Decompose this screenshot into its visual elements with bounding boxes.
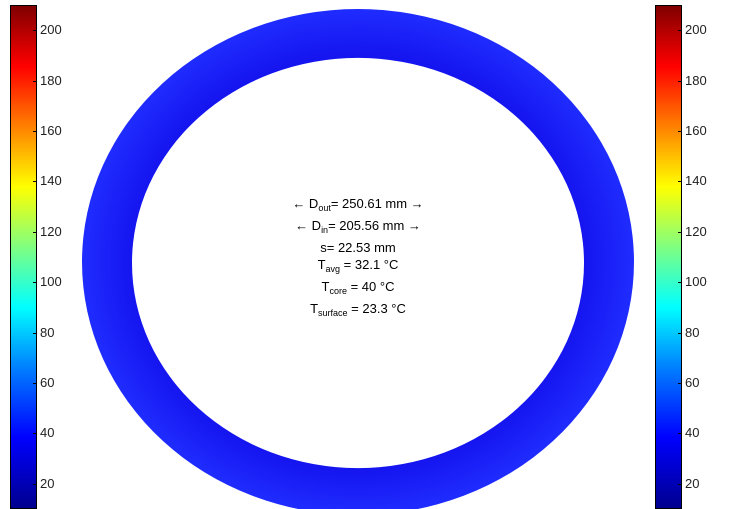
d-out-label: ← Dout= 250.61 mm → — [292, 196, 424, 213]
colorbar-left-tick-120: 120 — [40, 223, 62, 239]
colorbar-right-tick-100: 100 — [685, 274, 707, 290]
colorbar-left-tick-200: 200 — [40, 22, 62, 38]
colorbar-left-tick-180: 180 — [40, 72, 62, 88]
colorbar-left-tick-140: 140 — [40, 173, 62, 189]
colorbar-right-tick-160: 160 — [685, 123, 707, 138]
colorbar-right-tick-140: 140 — [685, 173, 707, 189]
colorbar-right-tick-20: 20 — [685, 475, 700, 491]
t-surface-label: Tsurface = 23.3 °C — [310, 301, 406, 318]
colorbar-left-tickmark-200 — [33, 30, 37, 32]
colorbar-right-tick-80: 80 — [685, 324, 700, 340]
colorbar-left-tick-100: 100 — [40, 274, 62, 290]
colorbar-right-tickmark-100 — [678, 282, 682, 284]
colorbar-right-tick-120: 120 — [685, 223, 707, 239]
thickness-label: s= 22.53 mm — [320, 240, 396, 255]
colorbar-left-tickmark-160 — [33, 131, 37, 132]
colorbar-right-tick-60: 60 — [685, 375, 700, 390]
colorbar-left-tick-160: 160 — [40, 123, 62, 138]
t-avg-label: Tavg = 32.1 °C — [317, 257, 399, 274]
colorbar-left-tickmark-100 — [33, 282, 37, 284]
colorbar-left-tick-40: 40 — [40, 425, 55, 441]
colorbar-right-tickmark-140 — [678, 181, 682, 183]
colorbar-right-tickmark-160 — [678, 131, 682, 132]
colorbar-right — [655, 5, 682, 509]
colorbar-left-tick-80: 80 — [40, 324, 55, 340]
colorbar-right-tickmark-80 — [678, 332, 682, 334]
colorbar-right-tickmark-60 — [678, 383, 682, 384]
colorbar-left-tickmark-60 — [33, 383, 37, 384]
colorbar-left-tickmark-140 — [33, 181, 37, 183]
colorbar-right-tickmark-180 — [678, 80, 682, 82]
colorbar-left-tickmark-40 — [33, 433, 37, 435]
colorbar-left-tick-60: 60 — [40, 375, 55, 390]
colorbar-right-tickmark-120 — [678, 231, 682, 233]
annotation-block: ← Dout= 250.61 mm → ← Din= 205.56 mm → s… — [258, 195, 458, 322]
colorbar-left — [10, 5, 37, 509]
colorbar-right-tick-40: 40 — [685, 425, 700, 441]
colorbar-left-tickmark-20 — [33, 483, 37, 485]
colorbar-left-tickmark-180 — [33, 80, 37, 82]
colorbar-left-tick-20: 20 — [40, 475, 55, 491]
d-in-label: ← Din= 205.56 mm → — [295, 218, 421, 235]
colorbar-left-tickmark-80 — [33, 332, 37, 334]
colorbar-right-tickmark-200 — [678, 30, 682, 32]
colorbar-right-tickmark-20 — [678, 483, 682, 485]
colorbar-left-tickmark-120 — [33, 231, 37, 233]
colorbar-right-tick-180: 180 — [685, 72, 707, 88]
t-core-label: Tcore = 40 °C — [321, 279, 395, 296]
colorbar-right-tick-200: 200 — [685, 22, 707, 38]
colorbar-right-tickmark-40 — [678, 433, 682, 435]
